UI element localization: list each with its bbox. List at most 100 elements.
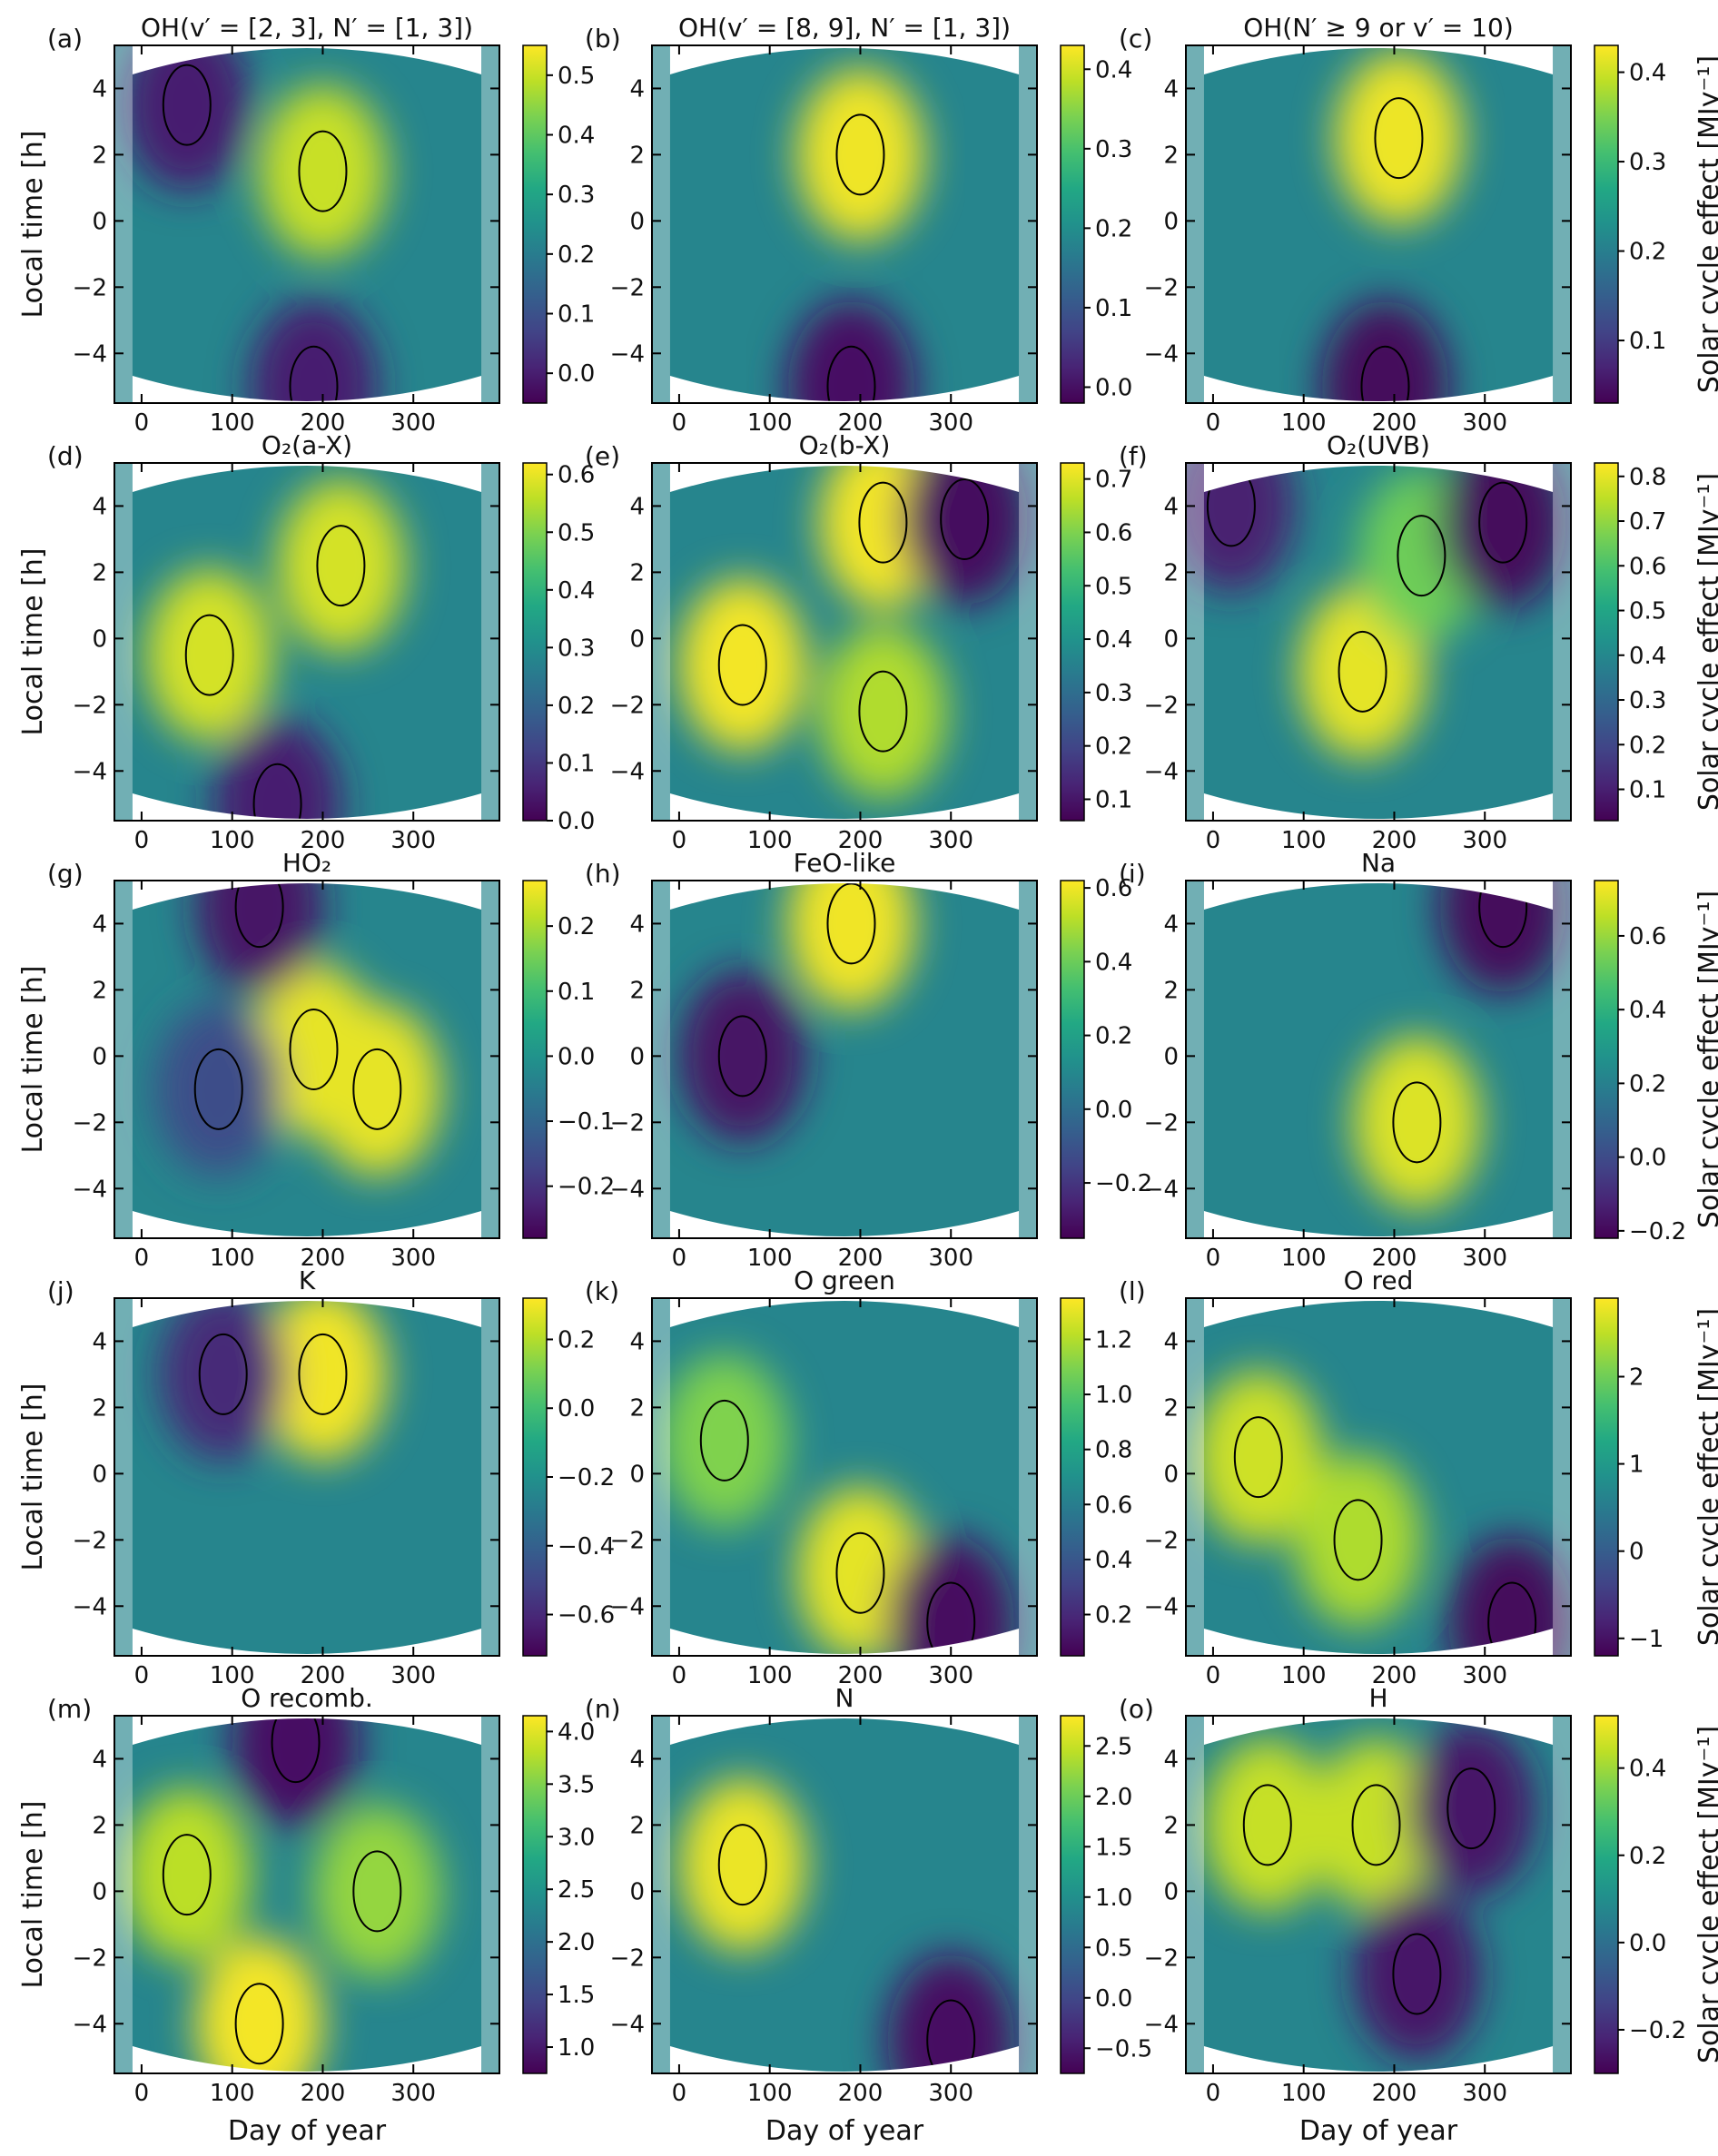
colorbar-label: Solar cycle effect [MJy⁻¹] [1693, 1308, 1718, 1646]
mask-top [1203, 1298, 1554, 1327]
edge-band-left [1186, 881, 1204, 1238]
figure-xlabel-right: Day of year [1299, 2115, 1458, 2147]
axes-frame [114, 1297, 500, 1657]
contour-line [162, 1834, 212, 1916]
x-tick-label: 300 [928, 1662, 973, 1689]
panel-letter: (g) [47, 859, 84, 889]
y-tick-label: 2 [92, 977, 107, 1004]
colorbar-tick-label: 0.2 [558, 693, 595, 720]
y-tick-label: −4 [610, 1176, 645, 1203]
panel-letter: (n) [585, 1694, 621, 1724]
x-tick-label: 100 [747, 1245, 793, 1272]
y-tick-label: 2 [629, 977, 645, 1004]
x-tick-label: 100 [1281, 1245, 1327, 1272]
x-tick-label: 300 [390, 827, 436, 854]
colorbar-tick-label: 0.8 [1095, 1437, 1132, 1464]
colorbar-tick-label: 0.3 [558, 635, 595, 662]
edge-band-left [652, 1298, 670, 1656]
colorbar-tick-label: 0.3 [1095, 680, 1132, 707]
hotspot [123, 1788, 251, 1962]
x-tick-label: 200 [301, 1245, 346, 1272]
axes-frame [1185, 1297, 1572, 1657]
x-tick-label: 0 [672, 2080, 687, 2107]
hotspot [678, 970, 806, 1143]
colorbar [1060, 462, 1085, 822]
axes-frame [651, 880, 1038, 1239]
colorbar-tick-label: 0.2 [1629, 732, 1666, 759]
y-tick-label: −4 [610, 2011, 645, 2038]
colorbar-tick-label: −0.4 [558, 1533, 615, 1560]
colorbar-tick-label: 0.6 [558, 462, 595, 489]
y-tick-label: 2 [92, 1812, 107, 1839]
x-tick-label: 0 [1206, 2080, 1221, 2107]
y-axis-label: Local time [h] [17, 965, 49, 1153]
colorbar-tick-label: 0.0 [558, 1395, 595, 1423]
hotspot [1203, 1738, 1331, 1912]
panel-l: 0 100 200 300 4 2 0 −2 −4 (l) O red 2 1 0 −1 Solar cycl… [1119, 1265, 1718, 1689]
colorbar-tick-label: 0.6 [1095, 1491, 1132, 1519]
colorbar-tick-label: 0.0 [558, 360, 595, 388]
x-tick-label: 0 [134, 1245, 150, 1272]
panel-title: FeO-like [794, 848, 896, 878]
edge-band-left [114, 1298, 133, 1656]
colorbar-tick-label: 0.2 [1095, 215, 1132, 242]
x-tick-label: 200 [1372, 1245, 1417, 1272]
contour-line [289, 1009, 339, 1091]
colorbar-tick-label: 2.0 [1095, 1784, 1132, 1811]
panel-j: 0 100 200 300 4 2 0 −2 −4 (j) K 0.2 0.0 −0.2 −0.4 −0.6 L… [17, 1265, 615, 1689]
colorbar-tick-label: −1 [1629, 1626, 1664, 1653]
y-tick-label: 0 [1163, 625, 1179, 653]
colorbar-tick-label: 0.0 [1629, 1145, 1666, 1172]
y-tick-label: 2 [92, 1394, 107, 1422]
y-tick-label: 2 [92, 559, 107, 586]
mask-top [1203, 1716, 1554, 1745]
x-tick-label: 200 [838, 1245, 884, 1272]
panel-o: 0 100 200 300 4 2 0 −2 −4 (o) H 0.4 0.2 0.0 −0.2 Solar … [1119, 1683, 1718, 2107]
colorbar-tick-label: 1.0 [1095, 1382, 1132, 1409]
x-tick-label: 100 [1281, 1662, 1327, 1689]
contour-line [858, 670, 908, 753]
panel-b: 0 100 200 300 4 2 0 −2 −4 (b) OH(v′ = [8, 9], N′ =… [585, 13, 1132, 437]
edge-band-right [481, 881, 499, 1238]
y-tick-label: 2 [629, 142, 645, 169]
hotspot [145, 568, 273, 742]
colorbar [1594, 44, 1619, 404]
y-tick-label: 0 [629, 1878, 645, 1905]
panel-letter: (d) [47, 441, 84, 471]
x-tick-label: 100 [747, 827, 793, 854]
mask-bottom [1203, 793, 1554, 821]
colorbar-tick-label: 0.4 [1629, 1756, 1666, 1783]
mask-top [669, 1716, 1020, 1745]
panel-h: 0 100 200 300 4 2 0 −2 −4 (h) FeO-like 0.6 0.4 0.2 0.0… [585, 848, 1152, 1272]
edge-band-left [1186, 45, 1204, 403]
y-tick-label: −4 [610, 1593, 645, 1620]
y-tick-label: 2 [1163, 142, 1179, 169]
colorbar-tick-label: 0.5 [1095, 573, 1132, 600]
x-tick-label: 200 [1372, 2080, 1417, 2107]
x-tick-label: 300 [928, 409, 973, 437]
y-tick-label: 4 [1163, 493, 1179, 520]
contour-line [1397, 515, 1446, 597]
y-tick-label: 4 [629, 1328, 645, 1355]
hotspot [819, 625, 947, 798]
mask-bottom [669, 376, 1020, 403]
contour-line [1487, 1581, 1537, 1656]
mask-top [132, 1716, 482, 1745]
y-tick-label: −2 [73, 1109, 107, 1137]
x-tick-label: 200 [301, 827, 346, 854]
colorbar-tick-label: 0.6 [1095, 875, 1132, 902]
colorbar-tick-label: 0.1 [1629, 777, 1666, 804]
edge-band-left [1186, 1716, 1204, 2073]
edge-band-left [1186, 1298, 1204, 1656]
colorbar-tick-label: 0.2 [1629, 1070, 1666, 1098]
contour-line [234, 1983, 284, 2065]
panel-m: 0 100 200 300 4 2 0 −2 −4 (m) O recomb. 1.0 1.5 2.0 2.… [17, 1683, 595, 2107]
y-tick-label: −4 [610, 340, 645, 368]
contour-line [198, 1333, 248, 1415]
mask-bottom [132, 1211, 482, 1238]
x-tick-label: 300 [928, 1245, 973, 1272]
hotspot [1353, 1036, 1481, 1209]
axes-frame [1185, 1715, 1572, 2074]
edge-band-right [1019, 45, 1037, 403]
